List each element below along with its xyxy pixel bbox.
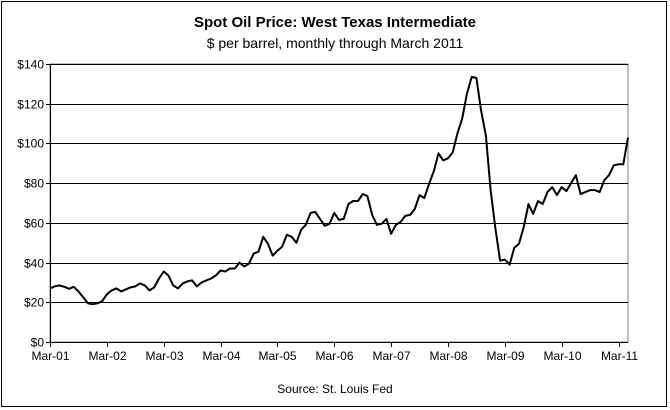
x-tick-label: Mar-04	[202, 349, 240, 363]
chart-source-note: Source: St. Louis Fed	[277, 382, 393, 396]
chart-subtitle: $ per barrel, monthly through March 2011	[206, 35, 464, 51]
x-tick-label: Mar-01	[31, 349, 69, 363]
x-tick-label: Mar-11	[601, 349, 638, 363]
y-tick-label: $120	[17, 98, 44, 112]
x-tick-label: Mar-08	[429, 349, 467, 363]
y-tick-label: $80	[24, 177, 44, 191]
y-tick-label: $40	[24, 257, 44, 271]
x-tick-label: Mar-09	[486, 349, 524, 363]
y-tick-label: $60	[24, 217, 44, 231]
price-series-line	[49, 75, 629, 306]
chart-title: Spot Oil Price: West Texas Intermediate	[193, 14, 477, 31]
x-tick-label: Mar-06	[315, 349, 353, 363]
y-tick-label: $100	[17, 137, 44, 151]
y-tick-label: $0	[31, 336, 45, 350]
y-tick-label: $140	[17, 58, 44, 72]
x-tick-label: Mar-03	[145, 349, 183, 363]
x-tick-label: Mar-07	[372, 349, 410, 363]
x-tick-label: Mar-05	[258, 349, 296, 363]
y-tick-label: $20	[24, 296, 44, 310]
x-tick-label: Mar-10	[543, 349, 581, 363]
x-tick-label: Mar-02	[88, 349, 126, 363]
